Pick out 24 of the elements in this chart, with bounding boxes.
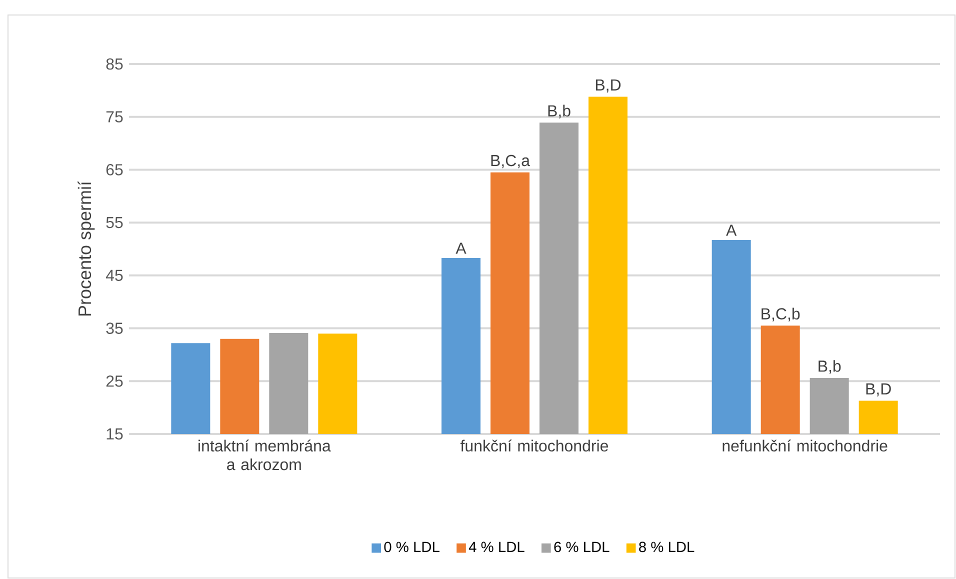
data-label: A xyxy=(456,242,466,254)
legend-label: 6 % LDL xyxy=(554,542,610,552)
y-tick-label: 55 xyxy=(106,217,123,228)
data-label: B,D xyxy=(866,383,891,396)
data-label: B,C,b xyxy=(762,308,800,322)
data-label: B,C,a xyxy=(491,154,530,168)
y-tick-label: 85 xyxy=(106,58,123,70)
legend-label: 0 % LDL xyxy=(384,542,440,552)
y-tick-label: 35 xyxy=(106,322,123,334)
y-tick-label: 45 xyxy=(106,270,123,281)
x-tick-label: nefunkční mitochondrie xyxy=(722,440,888,452)
x-tick-label: intaktní membrána a akrozom xyxy=(198,440,331,470)
y-tick-label: 15 xyxy=(106,428,123,440)
data-label: B,D xyxy=(596,79,621,93)
y-tick-label: 25 xyxy=(106,375,123,387)
legend-label: 8 % LDL xyxy=(639,542,694,552)
legend-label: 4 % LDL xyxy=(468,542,524,552)
data-label: A xyxy=(726,224,737,236)
y-tick-label: 65 xyxy=(106,164,123,176)
y-tick-label: 75 xyxy=(106,111,123,122)
data-label: B,b xyxy=(548,104,570,118)
x-tick-label: funkční mitochondrie xyxy=(460,440,608,452)
y-axis-title: Procento spermií xyxy=(78,181,95,316)
data-label: B,b xyxy=(818,360,841,374)
